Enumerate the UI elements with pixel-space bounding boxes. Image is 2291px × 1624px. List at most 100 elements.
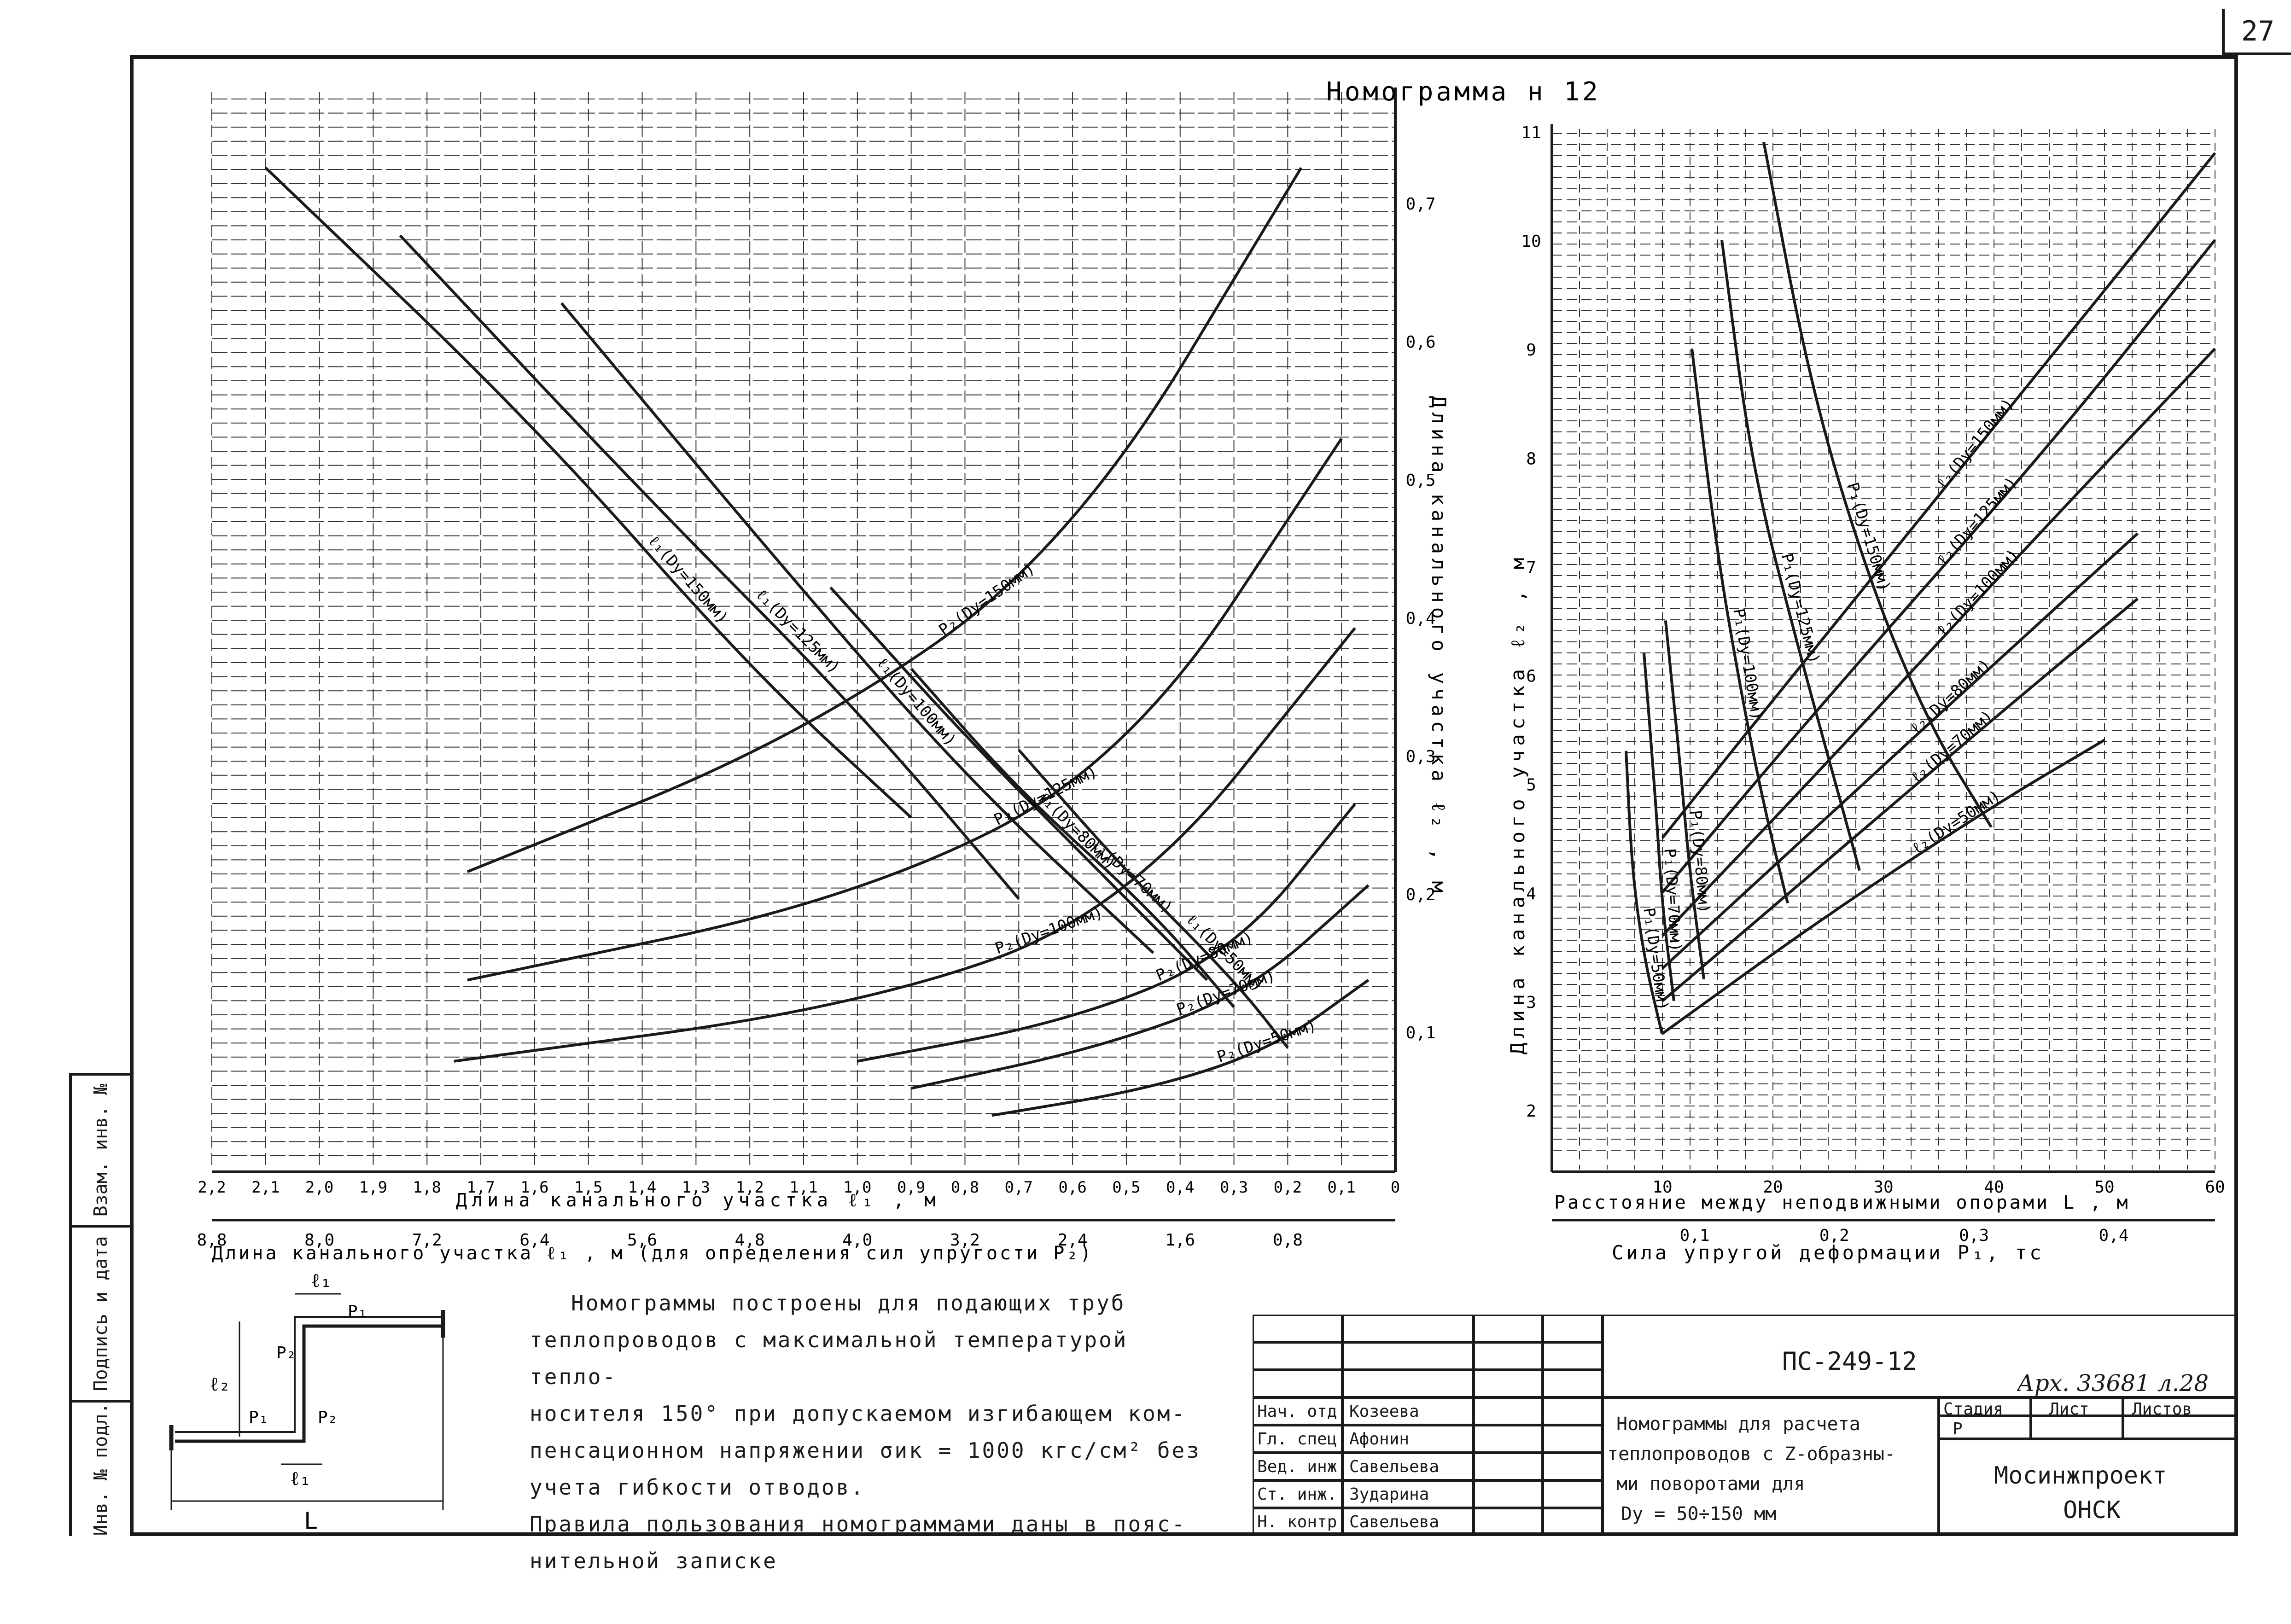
l1-series-label: ℓ₁(Dу=150мм) bbox=[645, 532, 732, 627]
side-strip: Взам. инв. № Подпись и дата Инв. № подл. bbox=[69, 1073, 130, 1536]
archive-number: Арх. 33681 л.28 bbox=[2017, 1370, 2209, 1397]
stage-value: Р bbox=[1953, 1420, 1963, 1438]
l2-series-curve bbox=[1661, 348, 2216, 937]
p1-series-label: P₁(Dу=70мм) bbox=[1661, 848, 1685, 952]
doc-code: ПС-249-12 bbox=[1782, 1347, 1917, 1376]
right-second-tick: 0,2 bbox=[1819, 1226, 1849, 1245]
note-line: теплопроводов с максимальной температуро… bbox=[530, 1327, 1128, 1389]
p2-series-curve bbox=[466, 167, 1303, 873]
stamp-role: Ст. инж. bbox=[1257, 1485, 1337, 1504]
left-right-tick: 0,4 bbox=[1405, 609, 1435, 628]
l1-series-curve bbox=[829, 586, 1208, 981]
nomogram-title: Номограмма н 12 bbox=[1326, 77, 1601, 107]
l1-series-curve bbox=[264, 167, 912, 819]
stamp-name: Афонин bbox=[1349, 1430, 1410, 1449]
organization: Мосинжпроект bbox=[1994, 1462, 2167, 1490]
stamp-role: Вед. инж. bbox=[1257, 1457, 1347, 1476]
page-number: 27 bbox=[2222, 9, 2291, 55]
sketch-l1-top: ℓ₁ bbox=[311, 1269, 332, 1292]
left-bottom-tick: 1,2 bbox=[735, 1178, 764, 1197]
left-right-axis-label: Длина канального участка ℓ₂ , м bbox=[1428, 396, 1450, 897]
right-left-tick: 10 bbox=[1521, 232, 1541, 251]
right-bottom-tick: 40 bbox=[1984, 1178, 2004, 1197]
right-second-tick: 0,1 bbox=[1679, 1226, 1709, 1245]
right-bottom-tick: 30 bbox=[1873, 1178, 1893, 1197]
stamp-name: Савельева bbox=[1349, 1513, 1440, 1531]
note-line: нительной записке bbox=[530, 1548, 778, 1573]
strip-cell-replacement: Взам. инв. № bbox=[72, 1073, 130, 1225]
p1-series-curve bbox=[1664, 620, 1705, 980]
doc-title-line: Dу = 50÷150 мм bbox=[1621, 1503, 1777, 1525]
left-second-tick: 2,4 bbox=[1058, 1231, 1088, 1250]
l1-series-curve bbox=[399, 234, 1020, 900]
left-bottom-tick: 2,1 bbox=[251, 1178, 280, 1197]
right-left-axis-label: Длина канального участка ℓ₂ , м bbox=[1506, 553, 1529, 1054]
right-left-tick: 2 bbox=[1526, 1102, 1536, 1121]
right-left-tick: 7 bbox=[1526, 558, 1536, 577]
l2-series-curve bbox=[1661, 152, 2216, 839]
doc-title-line: ми поворотами для bbox=[1616, 1473, 1805, 1495]
right-left-tick: 11 bbox=[1521, 123, 1541, 142]
stamp-role: Нач. отд. bbox=[1257, 1402, 1347, 1421]
axes: 2,2 2,1 2,0 1,9 1,8 1,7 1,6 1,5 1,4 1,3 1,2 1,1 1,0 0… bbox=[197, 87, 2225, 1250]
right-bottom-tick: 60 bbox=[2205, 1178, 2225, 1197]
right-panel-curves: ℓ₂(Dу=150мм)ℓ₂(Dу=125мм)ℓ₂(Dу=100мм)ℓ₂(D… bbox=[1625, 142, 2216, 1035]
left-bottom-tick: 0 bbox=[1391, 1178, 1400, 1197]
note-line: учета гибкости отводов. bbox=[530, 1475, 865, 1500]
left-second-tick: 4,8 bbox=[735, 1231, 765, 1250]
left-bottom-tick: 1,5 bbox=[574, 1178, 602, 1197]
right-bottom-tick: 10 bbox=[1652, 1178, 1672, 1197]
sketch-l2: ℓ₂ bbox=[210, 1373, 230, 1395]
l1-series-curve bbox=[560, 302, 1154, 954]
strip-label: Инв. № подл. bbox=[90, 1403, 111, 1536]
l2-series-curve bbox=[1661, 739, 2105, 1035]
stamp-name: Козеева bbox=[1349, 1402, 1419, 1421]
left-second-tick: 5,6 bbox=[627, 1231, 657, 1250]
sketch-p1-left: P₁ bbox=[249, 1408, 268, 1427]
title-block: ПС-249-12 Арх. 33681 л.28 Нач. отд. Козее… bbox=[1253, 1315, 2238, 1536]
left-right-tick: 0,1 bbox=[1405, 1024, 1435, 1042]
sketch-p2-right: P₂ bbox=[318, 1408, 338, 1427]
left-bottom-tick: 0,7 bbox=[1005, 1178, 1033, 1197]
right-second-tick: 0,3 bbox=[1959, 1226, 1989, 1245]
stamp-name: Савельева bbox=[1349, 1457, 1440, 1476]
sheet-header: Лист bbox=[2049, 1400, 2089, 1419]
stage-header: Стадия bbox=[1943, 1400, 2004, 1419]
right-bottom-tick: 20 bbox=[1763, 1178, 1783, 1197]
right-second-tick: 0,4 bbox=[2099, 1226, 2128, 1245]
left-second-tick: 1,6 bbox=[1165, 1231, 1195, 1250]
note-line: пенсационном напряжении σик = 1000 кгс/с… bbox=[530, 1438, 1201, 1463]
p2-series-curve bbox=[991, 978, 1370, 1117]
strip-cell-signature: Подпись и дата bbox=[72, 1225, 130, 1400]
p2-series-curve bbox=[467, 437, 1343, 982]
left-right-tick: 0,6 bbox=[1405, 333, 1435, 352]
stamp-role: Гл. спец. bbox=[1257, 1430, 1347, 1449]
p1-series-label: P₁(Dу=150мм) bbox=[1843, 480, 1894, 594]
left-second-tick: 8,8 bbox=[197, 1231, 227, 1250]
left-bottom-tick: 1,1 bbox=[789, 1178, 817, 1197]
right-bottom-axis-label: Расстояние между неподвижными опорами L … bbox=[1554, 1192, 2130, 1213]
p1-series-curve bbox=[1625, 751, 1663, 1034]
left-second-axis-label: Длина канального участка ℓ₁ , м (для опр… bbox=[212, 1243, 1094, 1264]
left-bottom-tick: 1,0 bbox=[843, 1178, 871, 1197]
sketch-l1-bottom: ℓ₁ bbox=[290, 1467, 311, 1490]
pipe-z-shape-inner bbox=[175, 1316, 442, 1433]
right-left-tick: 6 bbox=[1526, 667, 1536, 686]
right-left-tick: 9 bbox=[1526, 341, 1536, 360]
l1-series-curve bbox=[910, 668, 1235, 1008]
left-second-tick: 4,0 bbox=[842, 1231, 872, 1250]
z-pipe-sketch bbox=[169, 1293, 445, 1510]
drawing-frame bbox=[130, 55, 2238, 1536]
pipe-z-shape bbox=[175, 1324, 442, 1443]
organization-dept: ОНСК bbox=[2063, 1496, 2121, 1524]
left-bottom-tick: 0,6 bbox=[1058, 1178, 1086, 1197]
left-bottom-tick: 1,8 bbox=[413, 1178, 441, 1197]
right-left-tick: 5 bbox=[1526, 776, 1536, 795]
title-block-lines bbox=[1253, 1315, 2238, 1536]
left-bottom-tick: 0,3 bbox=[1220, 1178, 1248, 1197]
explanatory-note: Номограммы построены для подающих труб т… bbox=[530, 1285, 1220, 1579]
strip-cell-inventory: Инв. № подл. bbox=[72, 1400, 130, 1536]
left-second-tick: 3,2 bbox=[950, 1231, 980, 1250]
p2-series-curve bbox=[911, 884, 1370, 1090]
